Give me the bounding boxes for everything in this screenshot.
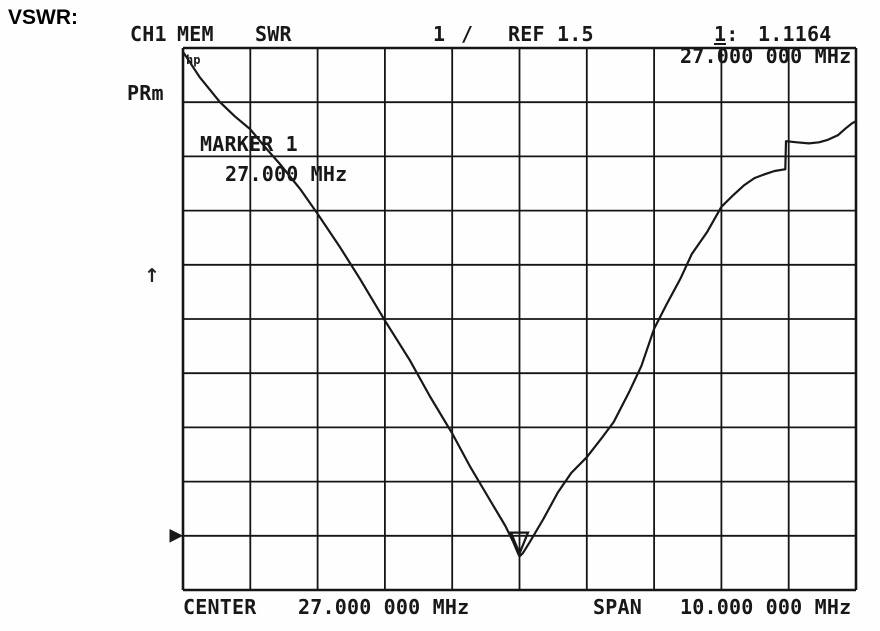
marker-readout: 1: [714,24,739,45]
reference-position-icon [169,528,184,543]
format-label: SWR [255,22,292,46]
center-label: CENTER [183,595,257,619]
marker-readout-colon: : [726,22,739,46]
span-label: SPAN [593,595,642,619]
up-arrow-indicator: ↑ [144,265,160,287]
center-value: 27.000 000 MHz [298,595,470,619]
span-value: 10.000 000 MHz [680,595,852,619]
swr-chart [169,46,858,592]
hp-logo: hp [186,53,201,67]
marker-1-triangle-icon [509,531,530,557]
graticule-grid [181,46,858,592]
stimulus-frequency-readout: 27.000 000 MHz [680,44,852,68]
marker-readout-value: 1.1164 [758,22,832,46]
vswr-caption: VSWR: [8,6,78,29]
scale-per-div-value: 1 [433,22,446,46]
prm-indicator: PRm [127,81,164,105]
scale-separator: / [461,22,474,46]
channel-label: CH1 [130,22,167,46]
swr-trace [181,50,858,558]
ref-level-label: REF 1.5 [508,22,594,46]
trace-source-label: MEM [177,22,214,46]
marker-annotation-label: MARKER 1 [200,132,298,156]
marker-readout-number: 1 [714,22,727,46]
marker-annotation-frequency: 27.000 MHz [225,162,348,186]
